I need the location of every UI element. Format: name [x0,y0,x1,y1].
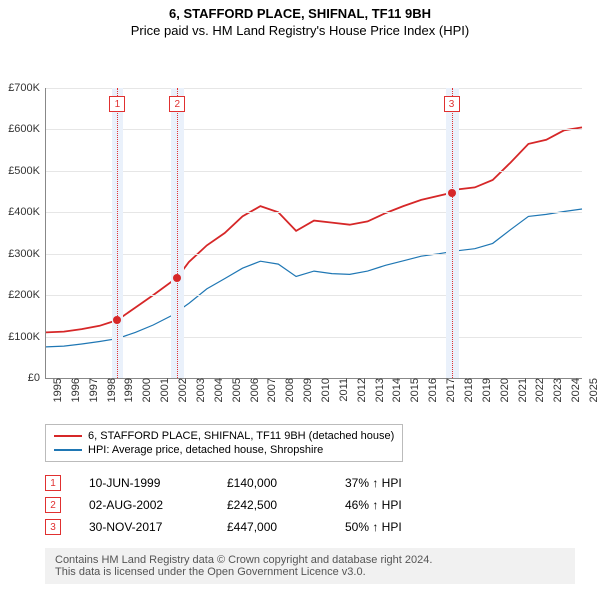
series-line [46,127,582,332]
y-axis-label: £400K [8,206,46,218]
x-axis-label: 2011 [332,378,350,402]
legend: 6, STAFFORD PLACE, SHIFNAL, TF11 9BH (de… [45,424,403,462]
event-row: 1 10-JUN-1999 £140,000 37% ↑ HPI [45,472,600,494]
x-axis-label: 2025 [582,378,600,402]
gridline [46,212,582,213]
event-pct: 37% ↑ HPI [345,476,402,490]
y-axis-label: £200K [8,289,46,301]
x-axis-label: 2023 [546,378,564,402]
x-axis-label: 2007 [260,378,278,402]
x-axis-label: 2001 [153,378,171,402]
x-axis-label: 2003 [189,378,207,402]
plot-area: £0£100K£200K£300K£400K£500K£600K£700K199… [45,88,582,379]
x-axis-label: 2024 [564,378,582,402]
event-price: £140,000 [227,476,317,490]
y-axis-label: £600K [8,123,46,135]
x-axis-label: 2012 [350,378,368,402]
legend-label: HPI: Average price, detached house, Shro… [88,444,323,456]
legend-swatch [54,449,82,451]
gridline [46,254,582,255]
event-pct: 50% ↑ HPI [345,520,402,534]
x-axis-label: 2014 [385,378,403,402]
event-table: 1 10-JUN-1999 £140,000 37% ↑ HPI 2 02-AUG-200… [45,472,600,538]
event-dot [448,189,456,197]
x-axis-label: 1997 [82,378,100,402]
gridline [46,337,582,338]
gridline [46,88,582,89]
event-row: 3 30-NOV-2017 £447,000 50% ↑ HPI [45,516,600,538]
chart: £0 £100K £200K £300K £400K £500K £600K £700K 199… [0,40,600,420]
event-vline [177,88,178,378]
x-axis-label: 2022 [528,378,546,402]
x-axis-label: 1999 [117,378,135,402]
x-axis-label: 1996 [64,378,82,402]
event-price: £447,000 [227,520,317,534]
title-subtitle: Price paid vs. HM Land Registry's House … [0,23,600,38]
x-axis-label: 2013 [368,378,386,402]
y-axis-label: £700K [8,82,46,94]
legend-item: 6, STAFFORD PLACE, SHIFNAL, TF11 9BH (de… [54,429,394,443]
x-axis-label: 2017 [439,378,457,402]
series-line [46,209,582,347]
footer-attribution: Contains HM Land Registry data © Crown c… [45,548,575,584]
event-marker: 2 [169,96,185,112]
event-marker: 1 [109,96,125,112]
legend-swatch [54,435,82,437]
gridline [46,295,582,296]
y-axis-label: £300K [8,248,46,260]
footer-line: This data is licensed under the Open Gov… [55,566,565,578]
x-axis-label: 2009 [296,378,314,402]
event-date: 02-AUG-2002 [89,498,199,512]
x-axis-label: 2016 [421,378,439,402]
x-axis-label: 1998 [100,378,118,402]
x-axis-label: 2008 [278,378,296,402]
y-axis-label: £0 [28,372,46,384]
event-dot [113,316,121,324]
event-marker: 3 [444,96,460,112]
gridline [46,171,582,172]
y-axis-label: £100K [8,331,46,343]
x-axis-label: 2020 [493,378,511,402]
event-number-box: 1 [45,475,61,491]
event-vline [452,88,453,378]
footer-line: Contains HM Land Registry data © Crown c… [55,554,565,566]
event-pct: 46% ↑ HPI [345,498,402,512]
y-axis-label: £500K [8,165,46,177]
title-address: 6, STAFFORD PLACE, SHIFNAL, TF11 9BH [0,6,600,21]
event-number-box: 3 [45,519,61,535]
x-axis-label: 2000 [135,378,153,402]
event-number-box: 2 [45,497,61,513]
gridline [46,129,582,130]
x-axis-label: 2004 [207,378,225,402]
line-plot-svg [46,88,582,378]
x-axis-label: 2005 [225,378,243,402]
x-axis-label: 2019 [475,378,493,402]
x-axis-label: 2006 [243,378,261,402]
x-axis-label: 2018 [457,378,475,402]
event-row: 2 02-AUG-2002 £242,500 46% ↑ HPI [45,494,600,516]
event-date: 10-JUN-1999 [89,476,199,490]
x-axis-label: 2021 [511,378,529,402]
event-dot [173,274,181,282]
x-axis-label: 2015 [403,378,421,402]
legend-item: HPI: Average price, detached house, Shro… [54,443,394,457]
x-axis-label: 1995 [46,378,64,402]
legend-label: 6, STAFFORD PLACE, SHIFNAL, TF11 9BH (de… [88,430,394,442]
event-date: 30-NOV-2017 [89,520,199,534]
x-axis-label: 2010 [314,378,332,402]
event-vline [117,88,118,378]
event-price: £242,500 [227,498,317,512]
x-axis-label: 2002 [171,378,189,402]
